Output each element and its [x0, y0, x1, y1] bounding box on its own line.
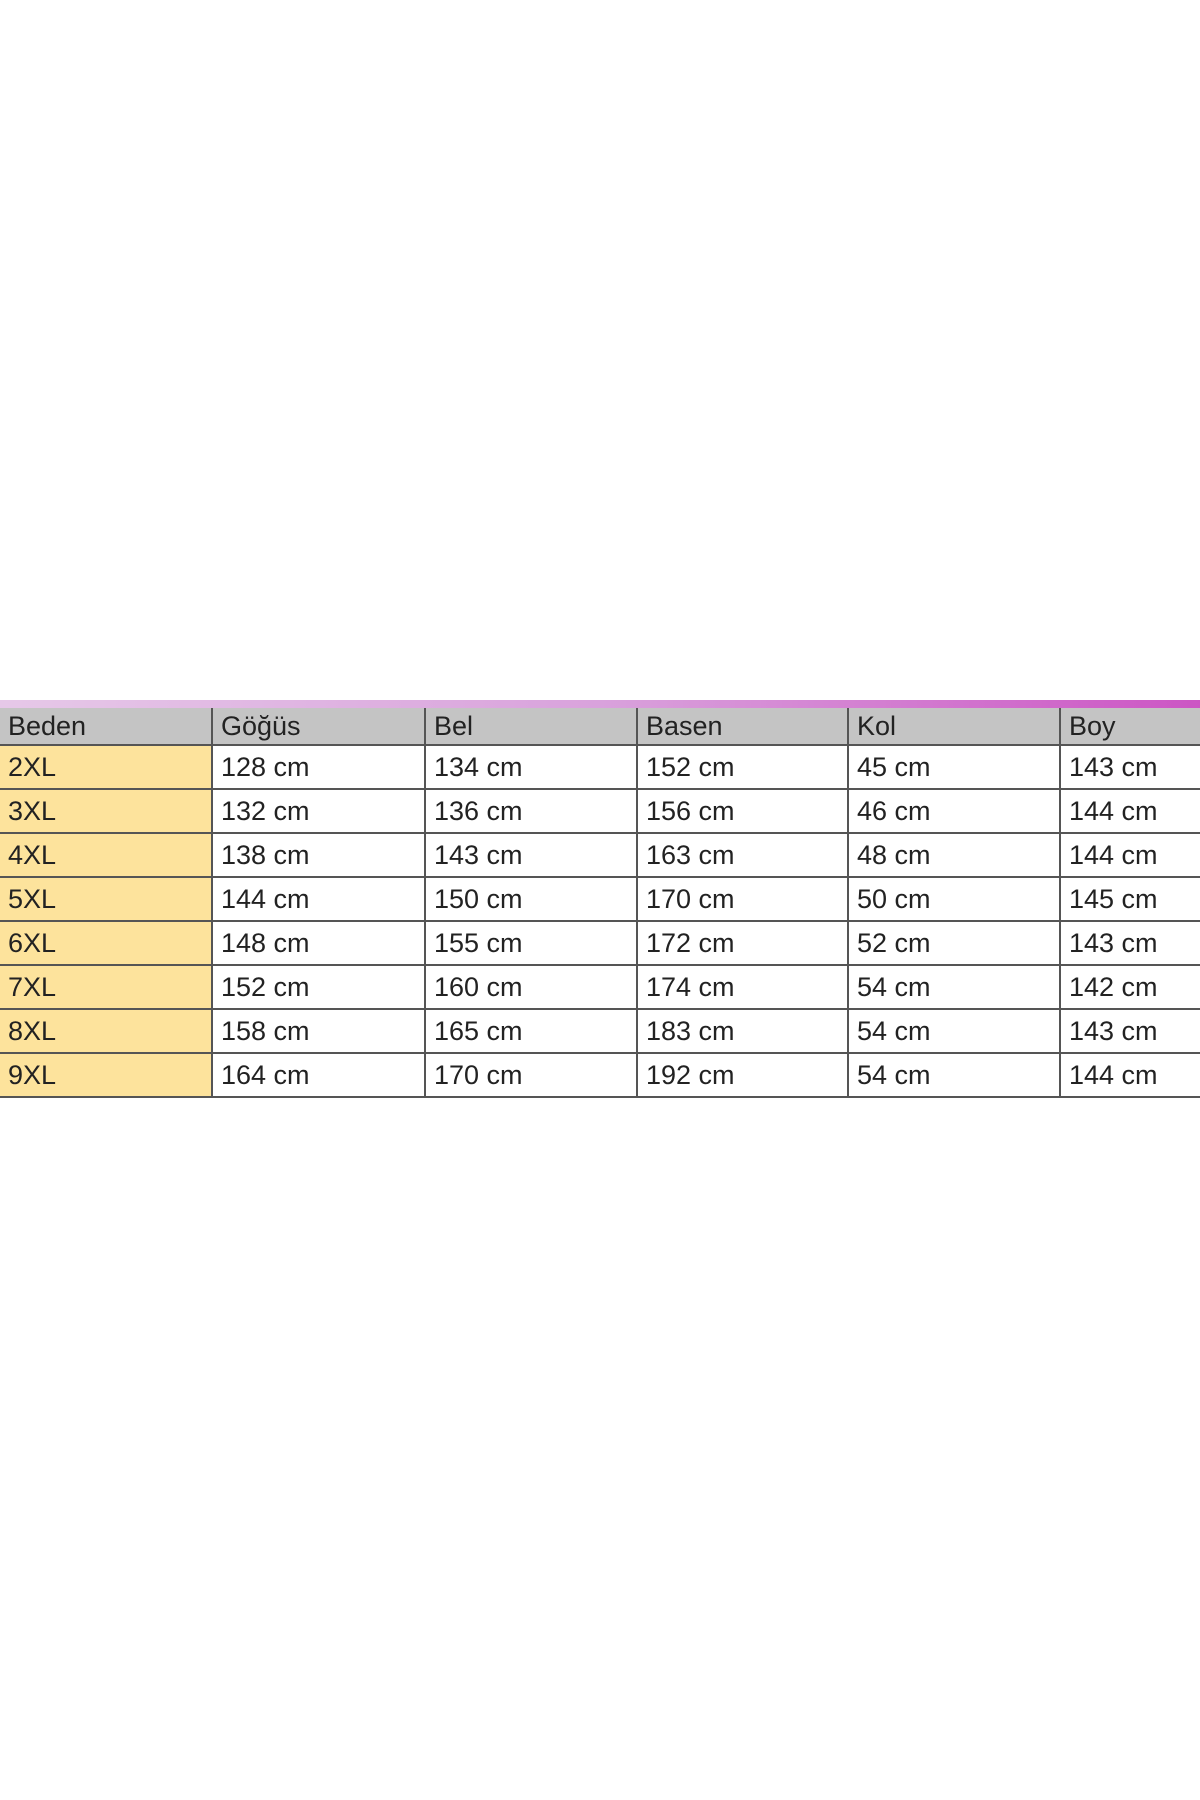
size-cell: 4XL	[0, 833, 213, 878]
measure-cell: 144 cm	[1059, 789, 1200, 834]
table-row: 5XL 144 cm 150 cm 170 cm 50 cm 145 cm	[0, 877, 1200, 922]
table-row: 9XL 164 cm 170 cm 192 cm 54 cm 144 cm	[0, 1053, 1200, 1098]
size-cell: 9XL	[0, 1053, 213, 1098]
measure-cell: 142 cm	[1059, 965, 1200, 1010]
measure-cell: 170 cm	[424, 1053, 638, 1098]
header-band	[0, 700, 1200, 708]
measure-cell: 128 cm	[211, 745, 426, 790]
measure-cell: 54 cm	[847, 1009, 1061, 1054]
measure-cell: 183 cm	[636, 1009, 849, 1054]
measure-cell: 148 cm	[211, 921, 426, 966]
size-cell: 5XL	[0, 877, 213, 922]
measure-cell: 46 cm	[847, 789, 1061, 834]
size-cell: 7XL	[0, 965, 213, 1010]
measure-cell: 143 cm	[1059, 745, 1200, 790]
measure-cell: 136 cm	[424, 789, 638, 834]
measure-cell: 164 cm	[211, 1053, 426, 1098]
measure-cell: 160 cm	[424, 965, 638, 1010]
measure-cell: 143 cm	[424, 833, 638, 878]
measure-cell: 155 cm	[424, 921, 638, 966]
size-cell: 6XL	[0, 921, 213, 966]
measure-cell: 152 cm	[211, 965, 426, 1010]
size-cell: 2XL	[0, 745, 213, 790]
header-row: Beden Göğüs Bel Basen Kol Boy	[0, 708, 1200, 746]
table-row: 8XL 158 cm 165 cm 183 cm 54 cm 143 cm	[0, 1009, 1200, 1054]
measure-cell: 192 cm	[636, 1053, 849, 1098]
header-cell: Kol	[847, 708, 1061, 746]
header-cell: Boy	[1059, 708, 1200, 746]
measure-cell: 143 cm	[1059, 921, 1200, 966]
header-cell: Bel	[424, 708, 638, 746]
measure-cell: 165 cm	[424, 1009, 638, 1054]
header-cell: Göğüs	[211, 708, 426, 746]
measure-cell: 52 cm	[847, 921, 1061, 966]
measure-cell: 156 cm	[636, 789, 849, 834]
measure-cell: 143 cm	[1059, 1009, 1200, 1054]
measure-cell: 145 cm	[1059, 877, 1200, 922]
header-cell: Beden	[0, 708, 213, 746]
measure-cell: 163 cm	[636, 833, 849, 878]
measure-cell: 134 cm	[424, 745, 638, 790]
table-body: Beden Göğüs Bel Basen Kol Boy 2XL 128 cm 134 cm 1…	[0, 708, 1200, 1098]
measure-cell: 174 cm	[636, 965, 849, 1010]
table-row: 6XL 148 cm 155 cm 172 cm 52 cm 143 cm	[0, 921, 1200, 966]
measure-cell: 152 cm	[636, 745, 849, 790]
measure-cell: 138 cm	[211, 833, 426, 878]
size-table: Beden Göğüs Bel Basen Kol Boy 2XL 128 cm 134 cm 1…	[0, 708, 1200, 1098]
size-cell: 8XL	[0, 1009, 213, 1054]
measure-cell: 150 cm	[424, 877, 638, 922]
size-cell: 3XL	[0, 789, 213, 834]
measure-cell: 170 cm	[636, 877, 849, 922]
measure-cell: 132 cm	[211, 789, 426, 834]
measure-cell: 48 cm	[847, 833, 1061, 878]
table-row: 4XL 138 cm 143 cm 163 cm 48 cm 144 cm	[0, 833, 1200, 878]
measure-cell: 144 cm	[1059, 833, 1200, 878]
table-row: 3XL 132 cm 136 cm 156 cm 46 cm 144 cm	[0, 789, 1200, 834]
table-row: 2XL 128 cm 134 cm 152 cm 45 cm 143 cm	[0, 745, 1200, 790]
measure-cell: 54 cm	[847, 1053, 1061, 1098]
measure-cell: 50 cm	[847, 877, 1061, 922]
measure-cell: 158 cm	[211, 1009, 426, 1054]
table-row: 7XL 152 cm 160 cm 174 cm 54 cm 142 cm	[0, 965, 1200, 1010]
measure-cell: 45 cm	[847, 745, 1061, 790]
measure-cell: 144 cm	[1059, 1053, 1200, 1098]
header-cell: Basen	[636, 708, 849, 746]
measure-cell: 172 cm	[636, 921, 849, 966]
measure-cell: 144 cm	[211, 877, 426, 922]
measure-cell: 54 cm	[847, 965, 1061, 1010]
